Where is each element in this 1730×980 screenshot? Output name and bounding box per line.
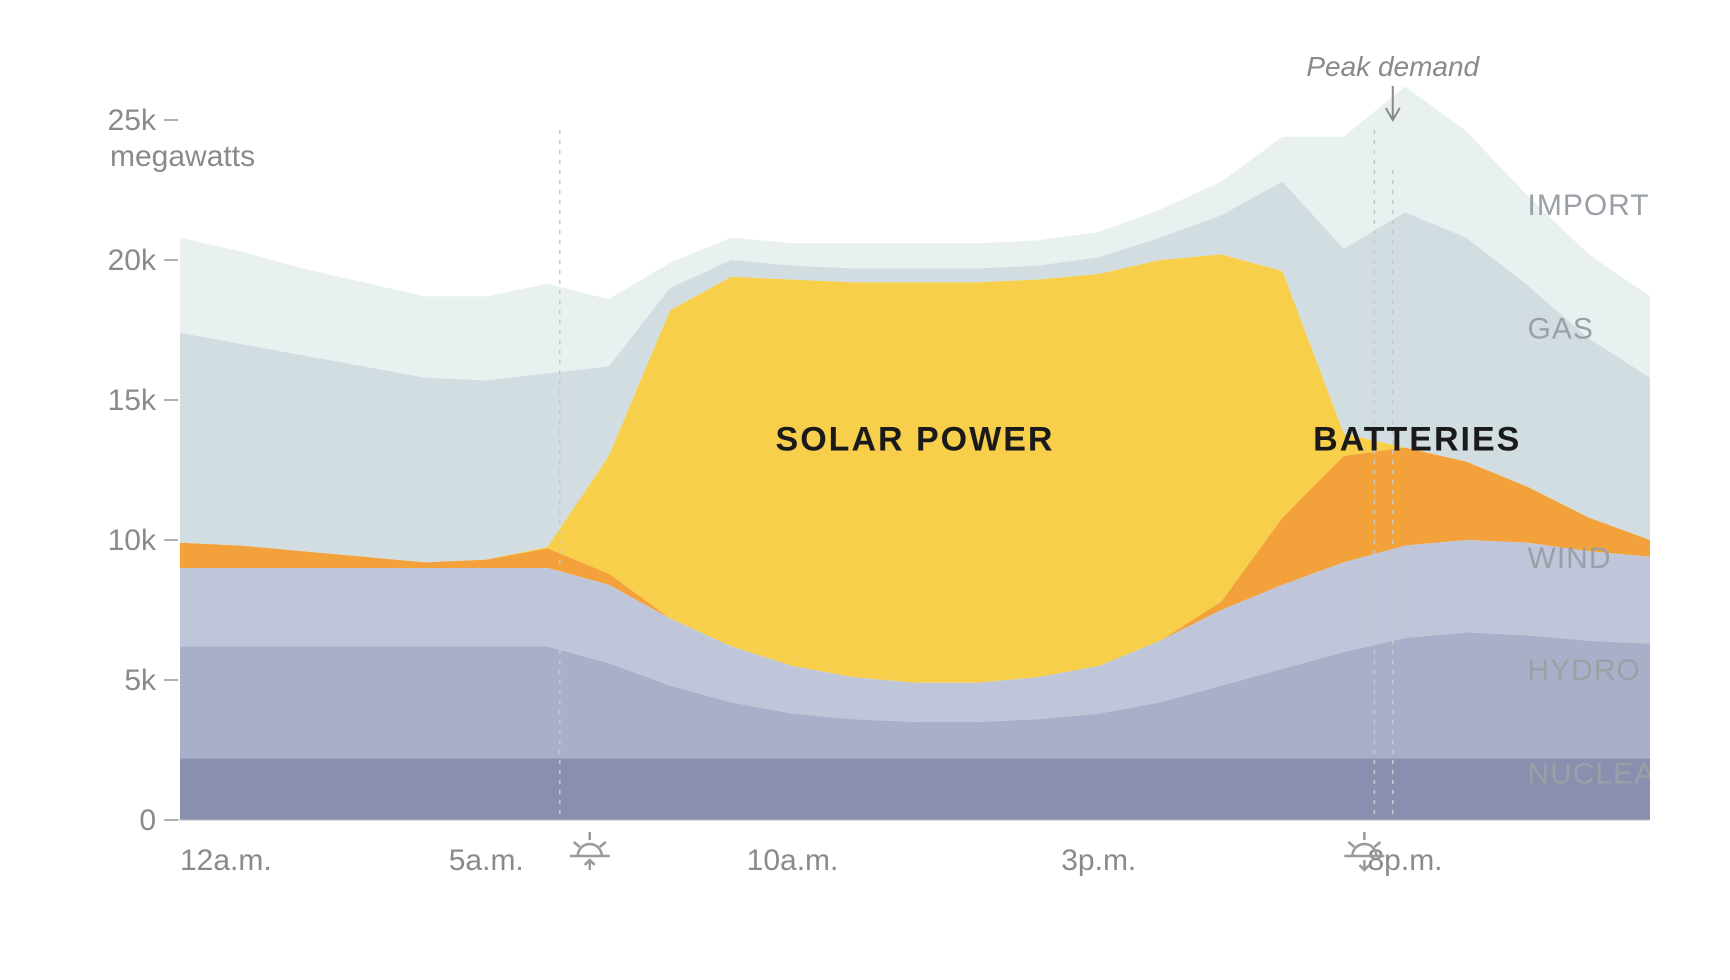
xtick-label: 3p.m.: [1061, 844, 1136, 877]
label-solar: SOLAR POWER: [776, 420, 1055, 458]
label-batteries: BATTERIES: [1313, 420, 1521, 458]
ytick-label: 10k: [108, 524, 157, 557]
energy-stacked-area-chart: 0 5k 10k 15k 20k 25kmegawatts 12a.m. 5a.m. 10a.m…: [90, 40, 1650, 910]
ytick-label: 5k: [124, 664, 157, 697]
xtick-label: 8p.m.: [1367, 844, 1442, 877]
xtick-label: 10a.m.: [747, 844, 839, 877]
xtick-label: 5a.m.: [449, 844, 524, 877]
ytick-label: 20k: [108, 244, 157, 277]
ytick-label: 15k: [108, 384, 157, 417]
chart-svg: 0 5k 10k 15k 20k 25kmegawatts 12a.m. 5a.m. 10a.m…: [90, 40, 1650, 910]
y-unit-label: megawatts: [110, 140, 255, 173]
area-nuclear: [180, 758, 1650, 820]
ytick-label: 25k: [108, 104, 157, 137]
peak-demand-label: Peak demand: [1306, 51, 1480, 82]
label-gas: GAS: [1528, 312, 1594, 345]
label-imports: IMPORTS: [1528, 189, 1651, 222]
label-wind: WIND: [1528, 542, 1612, 575]
xtick-label: 12a.m.: [180, 844, 272, 877]
label-hydro: HYDRO: [1528, 654, 1641, 687]
label-nuclear: NUCLEAR: [1528, 758, 1651, 791]
ytick-label: 0: [139, 804, 156, 837]
sunrise-icon: [570, 832, 610, 870]
